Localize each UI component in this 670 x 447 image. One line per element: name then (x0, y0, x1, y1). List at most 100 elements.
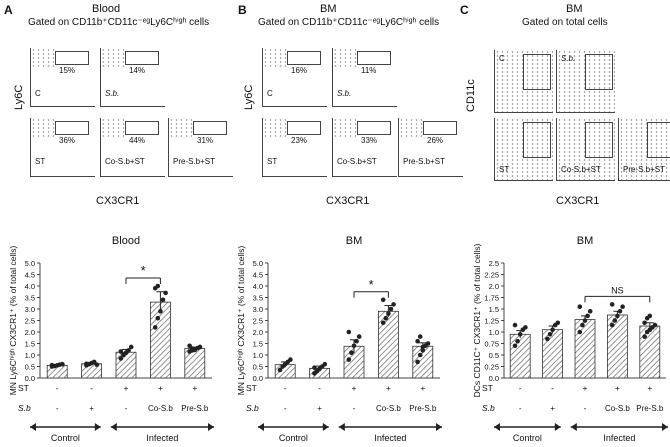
chart-2-point-4-5 (642, 320, 647, 326)
chart-1-st-cell-2: + (352, 383, 357, 393)
panel-a-facs-xlabel: CX3CR1 (96, 195, 140, 207)
chart-0-row-st-label: ST (18, 383, 29, 393)
chart-0-sig-label: * (141, 263, 146, 278)
chart-1-point-3-1 (383, 315, 389, 321)
chart-1-point-3-5 (380, 297, 386, 303)
chart-0-st-cell-4: + (192, 383, 197, 393)
chart-1-point-2-4 (356, 334, 362, 339)
chart-2-sb-cell-2: - (584, 404, 587, 413)
chart-2-bar-2 (574, 319, 596, 379)
chart-2-ylabel: DCs CD11C⁺ CX3CR1⁺ (% of total cells) (472, 243, 482, 397)
chart-0-point-0-4 (60, 361, 65, 367)
chart-0-point-0-5 (49, 362, 55, 368)
chart-1-point-4-6 (417, 334, 423, 339)
chart-2-point-0-2 (517, 332, 523, 337)
chart-2-sb-cell-0: - (519, 404, 522, 413)
chart-2-point-0-1 (515, 338, 520, 344)
chart-0-ytick-label: 2.5 (25, 317, 35, 326)
chart-1-sb-cell-0: - (284, 404, 287, 413)
chart-0-ytick-label: 4.5 (25, 271, 35, 280)
facs-label: S.b. (561, 54, 576, 63)
chart-2-st-cell-0: - (519, 383, 522, 393)
chart-0-sb-cell-2: - (125, 404, 128, 413)
facs-dot-cloud (263, 48, 289, 69)
facs-gate (523, 54, 551, 90)
facs-gate (357, 121, 391, 135)
chart-1-point-1-4 (322, 361, 328, 367)
panel-2-facs-0: C (494, 50, 553, 113)
chart-1-ytick-label: 5.0 (253, 259, 263, 268)
chart-2-control-arrowhead-right (554, 423, 561, 431)
panel-2-facs-4: Pre-S.b+ST (618, 118, 670, 181)
chart-2-point-4-0 (642, 334, 647, 339)
chart-0-ylabel: MN Ly6Cʰⁱᵍʰ CX3CR1⁺ (% of total cells) (8, 246, 18, 396)
facs-label: Pre-S.b+ST (623, 165, 666, 174)
chart-2-st-cell-4: + (647, 383, 652, 393)
facs-gate (193, 121, 227, 135)
chart-2-point-2-1 (580, 322, 585, 328)
chart-2-point-4-7 (647, 313, 653, 319)
chart-1-control-arrowhead-left (258, 423, 264, 431)
chart-1-st-cell-1: - (318, 383, 321, 393)
chart-0-point-4-7 (192, 347, 198, 353)
facs-percent: 33% (361, 136, 378, 145)
facs-percent: 15% (59, 66, 76, 75)
chart-2-sb-cell-3: Co-S.b (605, 404, 630, 413)
panel-1-facs-0: 16% C (262, 48, 327, 107)
chart-1-point-4-5 (415, 338, 420, 344)
chart-2-ytick-label: 1.75 (484, 294, 499, 303)
facs-label: ST (499, 165, 510, 174)
facs-gate (125, 51, 159, 65)
chart-1-point-4-0 (415, 359, 420, 365)
facs-dot-cloud (333, 48, 359, 69)
chart-0-title: Blood (112, 235, 140, 247)
chart-0-control-arrowhead-left (30, 423, 36, 431)
panel-c-title: BM (566, 3, 583, 15)
panel-a-gate: Gated on CD11b⁺CD11c⁻ᵉᵍLy6Cʰⁱᵍʰ cells (28, 17, 210, 28)
chart-1-point-3-0 (380, 320, 386, 326)
chart-2-point-1-4 (555, 320, 561, 326)
chart-2-sb-cell-4: Pre-S.b (636, 404, 664, 413)
chart-2-infected-arrowhead-left (570, 423, 577, 431)
facs-gate (357, 51, 391, 65)
panel-b-gate: Gated on CD11b⁺CD11c⁻ᵉᵍLy6Cʰⁱᵍʰ cells (258, 17, 440, 28)
chart-1-point-2-5 (346, 329, 352, 335)
chart-0-point-1-5 (84, 361, 89, 367)
facs-percent: 31% (197, 136, 214, 145)
chart-0-ytick-label: 2.0 (25, 328, 35, 337)
panel-c-letter: C (460, 3, 469, 17)
chart-1-title: BM (346, 235, 363, 247)
facs-gate (523, 122, 551, 158)
facs-label: Pre-S.b+ST (173, 157, 216, 166)
chart-1-ytick-label: 1.5 (253, 340, 263, 349)
chart-1-point-0-0 (277, 367, 283, 373)
panel-b-letter: B (238, 3, 247, 17)
chart-2-st-cell-2: + (583, 383, 588, 393)
facs-gate (423, 121, 457, 135)
chart-1-point-2-0 (346, 357, 352, 362)
chart-2-point-0-0 (512, 343, 518, 349)
chart-1-ytick-label: 4.5 (253, 271, 263, 280)
chart-0-sb-cell-0: - (56, 404, 59, 413)
chart-2-bar-4 (639, 325, 661, 379)
chart-0-control-arrowhead-right (94, 423, 101, 431)
chart-1-infected-arrowhead-left (338, 423, 345, 431)
chart-2-point-2-4 (587, 309, 593, 314)
facs-percent: 26% (427, 136, 444, 145)
facs-percent: 14% (129, 66, 146, 75)
chart-1-point-3-4 (391, 302, 396, 307)
chart-0-point-1-4 (94, 362, 100, 367)
panel-0-facs-0: 15% C (30, 48, 95, 107)
facs-dot-cloud (263, 118, 289, 139)
facs-dot-cloud (557, 118, 615, 180)
panel-0-facs-4: 31% Pre-S.b+ST (168, 118, 233, 177)
facs-label: Co-S.b+ST (337, 157, 377, 166)
chart-2-point-3-2 (615, 313, 620, 319)
chart-1-sig-label: * (369, 277, 374, 292)
chart-0-ytick-label: 0.0 (25, 374, 35, 383)
chart-2-point-2-2 (582, 318, 588, 323)
chart-2-ytick-label: 2.5 (489, 259, 499, 268)
facs-percent: 16% (291, 66, 308, 75)
chart-0-st-cell-3: + (158, 383, 163, 393)
chart-2-point-2-3 (585, 313, 590, 319)
